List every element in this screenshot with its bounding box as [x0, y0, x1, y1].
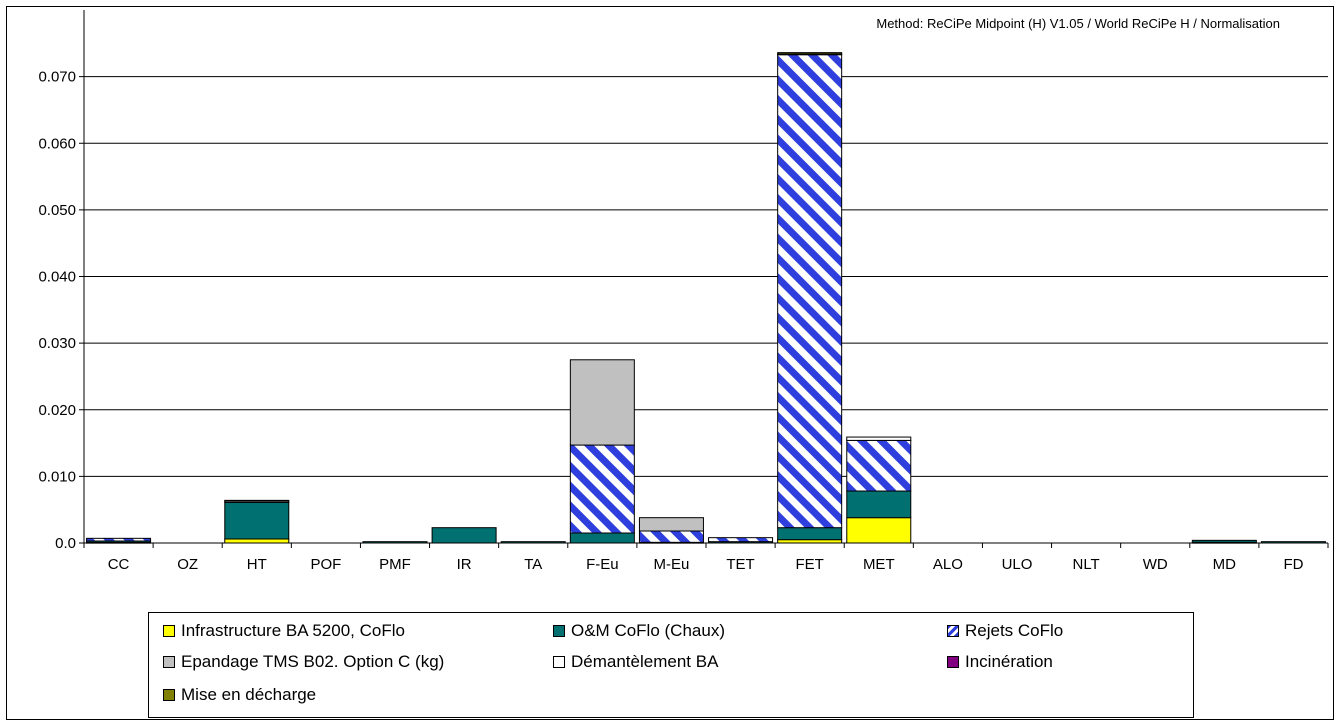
legend-item: Démantèlement BA	[553, 651, 718, 673]
y-tick-label: 0.0	[55, 535, 76, 552]
bar-segment	[847, 491, 911, 518]
legend-label: Rejets CoFlo	[965, 621, 1063, 641]
y-tick-label: 0.060	[38, 135, 76, 152]
x-tick-label: TET	[726, 556, 754, 573]
legend-label: Infrastructure BA 5200, CoFlo	[181, 621, 405, 641]
bar-segment	[639, 531, 703, 542]
y-tick-label: 0.020	[38, 402, 76, 419]
legend: Infrastructure BA 5200, CoFlo O&M CoFlo (…	[148, 612, 1194, 718]
bar-segment	[570, 445, 634, 533]
legend-label: Epandage TMS B02. Option C (kg)	[181, 652, 444, 672]
x-tick-label: F-Eu	[586, 556, 619, 573]
stacked-bar-chart: 0.0 0.010 0.020 0.030 0.040 0.050 0.060 0.070 CC…	[0, 0, 1340, 610]
legend-item: Epandage TMS B02. Option C (kg)	[163, 651, 444, 673]
legend-swatch	[553, 656, 565, 668]
x-tick-label: HT	[247, 556, 267, 573]
y-tick-label: 0.050	[38, 202, 76, 219]
x-tick-label: M-Eu	[654, 556, 690, 573]
x-tick-label: FET	[795, 556, 823, 573]
y-tick-label: 0.010	[38, 468, 76, 485]
x-tick-label: CC	[108, 556, 130, 573]
x-tick-label: ULO	[1002, 556, 1033, 573]
bar-segment	[847, 440, 911, 491]
bar-segment	[847, 518, 911, 543]
x-tick-label: WD	[1143, 556, 1168, 573]
legend-item: Incinération	[947, 651, 1053, 673]
x-tick-label: PMF	[379, 556, 411, 573]
bar-segment	[225, 502, 289, 539]
legend-item: Infrastructure BA 5200, CoFlo	[163, 620, 405, 642]
legend-label: O&M CoFlo (Chaux)	[571, 621, 725, 641]
legend-swatch	[163, 625, 175, 637]
y-tick-label: 0.070	[38, 69, 76, 86]
legend-swatch	[947, 656, 959, 668]
bar-segment	[225, 500, 289, 501]
x-tick-label: MD	[1213, 556, 1236, 573]
legend-swatch	[947, 625, 959, 637]
y-tick-label: 0.030	[38, 335, 76, 352]
x-tick-label: IR	[457, 556, 472, 573]
legend-swatch	[553, 625, 565, 637]
bar-segment	[432, 528, 496, 543]
bar-segment	[639, 518, 703, 531]
x-tick-label: POF	[310, 556, 341, 573]
bar-segment	[1192, 540, 1256, 542]
bar-segment	[570, 360, 634, 445]
x-tick-label: ALO	[933, 556, 963, 573]
legend-swatch	[163, 689, 175, 701]
bar-segment	[570, 533, 634, 543]
x-tick-label: TA	[524, 556, 542, 573]
legend-label: Mise en décharge	[181, 685, 316, 705]
legend-item: O&M CoFlo (Chaux)	[553, 620, 725, 642]
x-tick-label: NLT	[1072, 556, 1099, 573]
legend-item: Mise en décharge	[163, 684, 316, 706]
legend-label: Démantèlement BA	[571, 652, 718, 672]
bar-segment	[225, 539, 289, 543]
bar-segment	[778, 53, 842, 54]
y-tick-label: 0.040	[38, 269, 76, 286]
legend-item: Rejets CoFlo	[947, 620, 1063, 642]
legend-swatch	[163, 656, 175, 668]
bar-segment	[87, 538, 151, 541]
x-tick-label: FD	[1283, 556, 1303, 573]
x-tick-label: MET	[863, 556, 895, 573]
bar-segment	[847, 437, 911, 440]
x-tick-label: OZ	[177, 556, 198, 573]
bar-segment	[709, 538, 773, 542]
bar-segment	[778, 528, 842, 540]
legend-label: Incinération	[965, 652, 1053, 672]
bar-segment	[778, 55, 842, 528]
